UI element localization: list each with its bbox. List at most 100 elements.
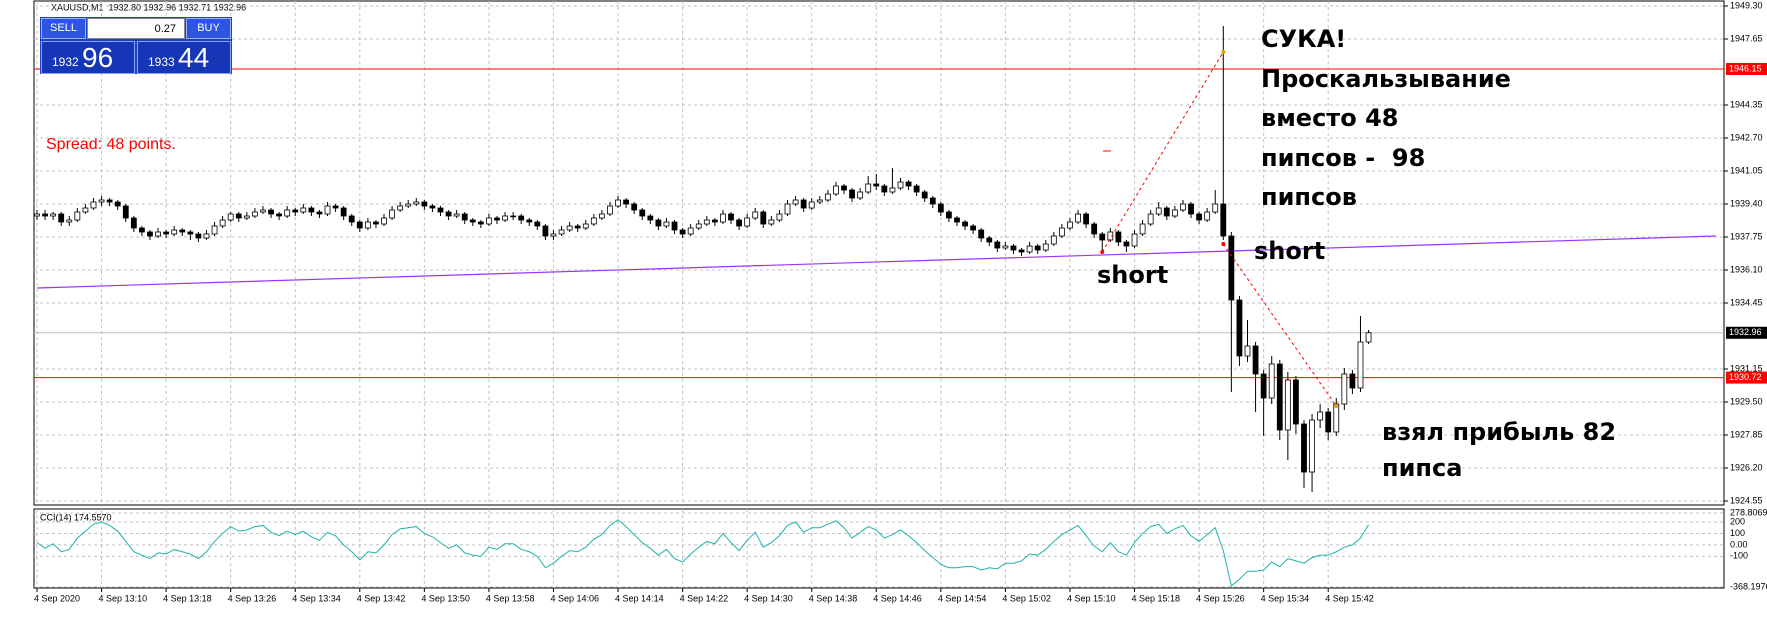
candle-body [1099,233,1106,241]
y-tick-label: 1936.10 [1730,264,1763,274]
candle-body [913,185,920,193]
price-level-box [1726,371,1767,384]
candle-body [276,213,283,217]
candle-body [389,209,395,219]
sell-button[interactable]: SELL [41,18,86,39]
candle-body [82,207,89,213]
candle-body [130,217,137,229]
candle-body [179,229,186,233]
candle-body [268,209,274,215]
candle-body [1067,221,1073,229]
candle-body [518,215,525,221]
spread-label: Spread: 48 points. [46,136,176,153]
candle-body [1341,373,1348,405]
y2-tick-label: 200 [1730,516,1745,526]
candle-body [1293,379,1299,425]
candle-body [284,209,291,217]
candle-body [155,231,161,237]
y-tick-label: 1931.15 [1730,363,1763,373]
candle-body [582,223,589,229]
price-level-label: 1932.96 [1729,327,1762,337]
trade-line [1101,51,1224,253]
candle-body [970,225,977,231]
price-level-box [1726,326,1767,339]
candle-body [889,187,896,193]
candle-body [1010,245,1017,251]
x-tick-label: 4 Sep 15:26 [1196,593,1245,603]
candle-body [929,197,936,205]
candle-body [98,199,105,203]
candle-body [599,213,605,219]
candle-body [1123,241,1130,247]
candle-body [590,217,597,225]
candle-body [1301,423,1307,473]
candle-body [147,231,153,237]
candle-body [139,227,145,233]
candle-body [1220,203,1227,237]
bid-box[interactable]: 1932 96 [41,41,135,74]
annotation: СУКА! [1261,25,1346,53]
y2-tick-label: -100 [1730,551,1748,561]
candle-body [744,217,751,227]
candle-body [865,183,872,193]
candle-body [195,233,202,239]
candle-body [122,205,129,219]
y2-tick-label: 278.8069 [1730,507,1767,517]
candle-body [711,219,718,223]
candle-body [728,213,734,221]
candle-body [962,221,968,227]
cci-line [36,519,1369,587]
bid-big: 1932 [52,55,79,69]
ask-box[interactable]: 1933 44 [137,41,231,74]
candle-body [1309,419,1315,473]
candle-body [502,215,508,221]
candle-body [833,185,839,195]
candle-body [1244,345,1251,357]
candle-body [736,219,742,227]
candle-body [1204,211,1211,221]
ask-small: 44 [178,42,210,73]
candle-body [171,229,178,235]
candle-body [1075,213,1081,223]
annotation: short [1097,261,1168,289]
ask-big: 1933 [148,55,175,69]
candle-body [1002,245,1009,249]
buy-button[interactable]: BUY [186,18,231,39]
x-tick-label: 4 Sep 15:02 [1002,593,1051,603]
candle-body [647,215,654,221]
symbol-header: XAUUSD,M1 1932.80 1932.96 1932.71 1932.9… [51,2,246,12]
candle-body [607,205,613,215]
candle-body [1050,235,1057,245]
y-tick-label: 1944.35 [1730,99,1763,109]
candle-body [219,219,226,227]
candle-body [308,207,315,213]
candle-body [235,213,242,219]
candle-body [542,225,549,237]
candle-body [679,229,686,235]
candle-body [1131,233,1138,247]
candle-body [429,205,436,209]
y-tick-label: 1949.30 [1730,0,1763,10]
candle-body [1357,341,1364,389]
candle-body [881,185,888,193]
lot-field[interactable]: 0.27 [87,18,185,39]
candle-body [300,207,307,213]
candle-body [1236,299,1243,357]
candle-body [1026,245,1033,253]
candle-body [849,189,855,199]
candle-body [251,211,258,217]
x-tick-label: 4 Sep 14:54 [938,593,987,603]
candle-body [655,219,662,227]
y-tick-label: 1947.65 [1730,33,1763,43]
candle-body [42,213,48,217]
candle-body [526,219,533,223]
candle-body [978,229,985,239]
candle-body [1276,363,1283,431]
candle-body [937,203,944,213]
candle-body [792,199,799,205]
y-tick-label: 1927.85 [1730,429,1763,439]
candle-body [292,209,299,213]
annotation: пипса [1382,454,1462,482]
x-tick-label: 4 Sep 13:58 [486,593,535,603]
